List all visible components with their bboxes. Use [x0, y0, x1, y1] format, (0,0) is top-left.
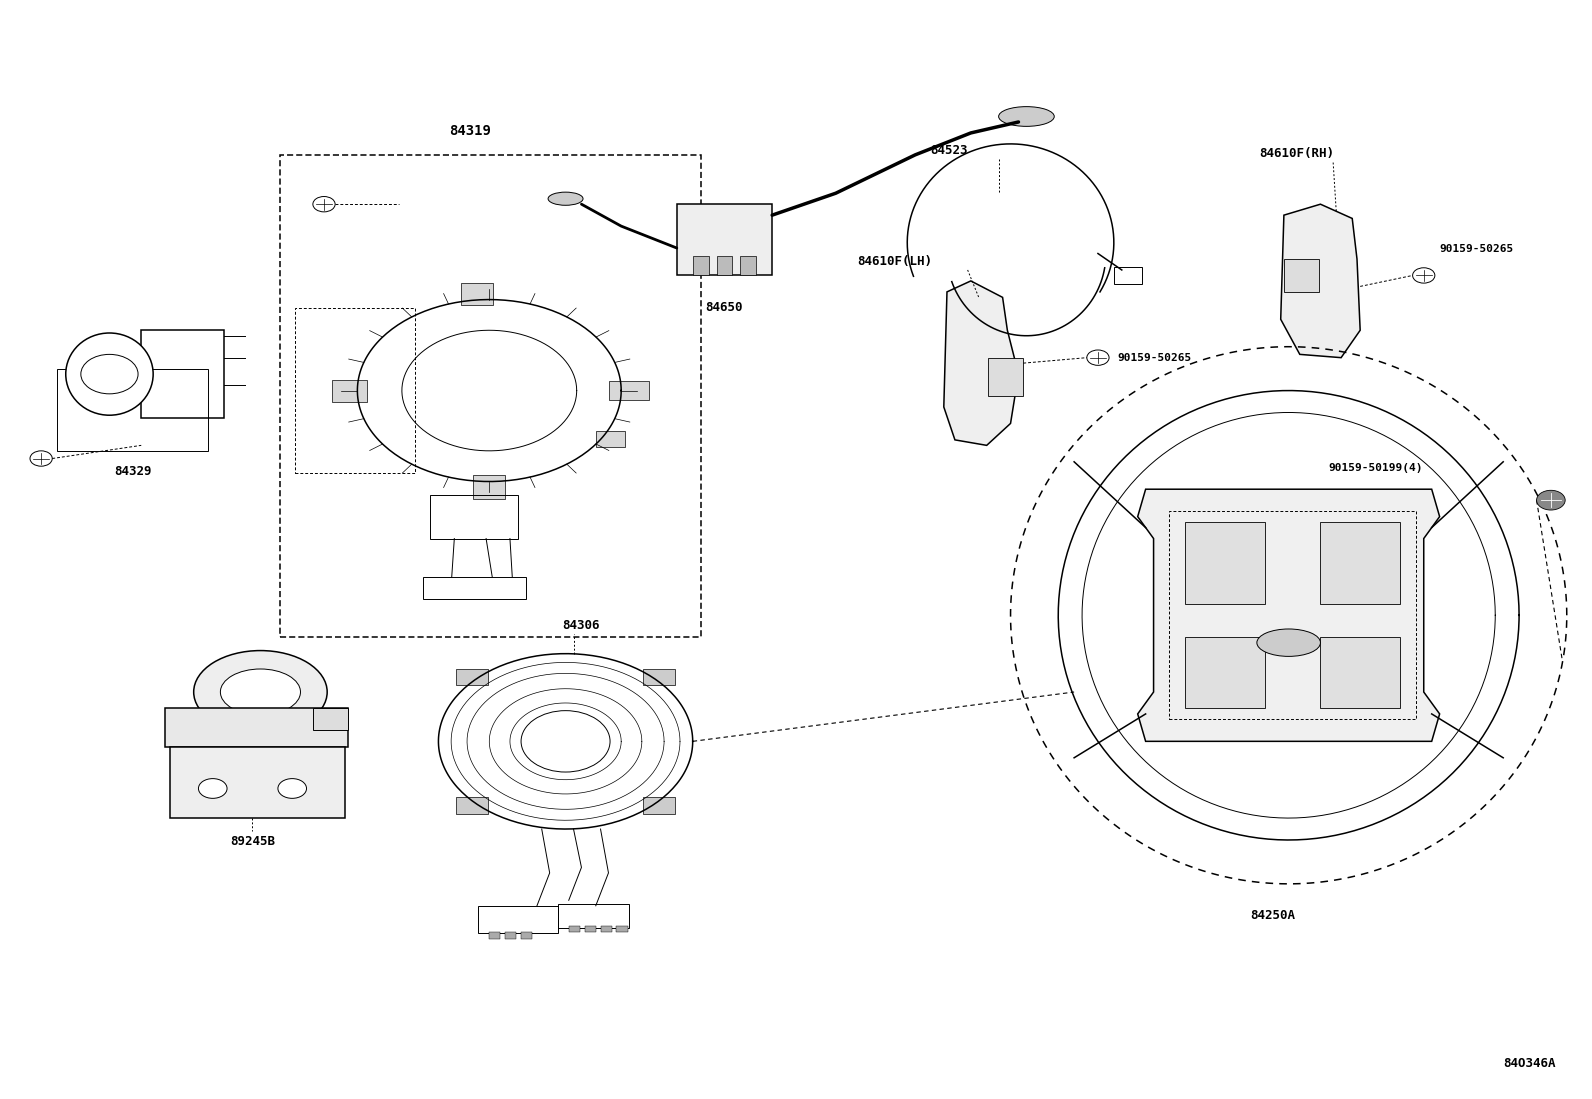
Text: 84610F(LH): 84610F(LH): [856, 255, 931, 268]
Bar: [600, 925, 611, 932]
Bar: [1114, 267, 1143, 285]
Bar: [280, 155, 700, 637]
Ellipse shape: [548, 192, 583, 206]
Bar: [643, 798, 675, 814]
Bar: [693, 256, 708, 276]
Bar: [430, 495, 517, 539]
Circle shape: [521, 711, 610, 771]
Polygon shape: [1138, 489, 1439, 742]
Text: 84650: 84650: [705, 301, 743, 313]
Circle shape: [279, 778, 307, 798]
Bar: [616, 925, 627, 932]
Text: 84329: 84329: [115, 465, 153, 478]
Bar: [478, 906, 557, 933]
Bar: [296, 309, 414, 473]
Bar: [568, 925, 579, 932]
Ellipse shape: [998, 107, 1054, 126]
Circle shape: [81, 354, 139, 393]
Circle shape: [1536, 490, 1565, 510]
Bar: [457, 669, 489, 685]
Bar: [610, 380, 650, 400]
Bar: [142, 331, 224, 418]
Bar: [1320, 522, 1399, 604]
Bar: [595, 431, 624, 447]
Text: 90159-50199(4): 90159-50199(4): [1328, 463, 1423, 473]
Bar: [57, 368, 209, 451]
Text: 90159-50265: 90159-50265: [1118, 353, 1191, 363]
Bar: [489, 932, 500, 939]
Ellipse shape: [220, 669, 301, 715]
Bar: [557, 903, 629, 928]
Bar: [422, 577, 525, 599]
Circle shape: [199, 778, 228, 798]
Bar: [314, 709, 347, 731]
Text: 84306: 84306: [562, 619, 600, 632]
Bar: [170, 747, 344, 818]
Bar: [989, 357, 1024, 396]
Bar: [1186, 637, 1264, 709]
Bar: [505, 932, 516, 939]
Bar: [166, 709, 347, 747]
Bar: [462, 284, 494, 306]
Text: 90159-50265: 90159-50265: [1439, 244, 1514, 254]
Bar: [457, 798, 489, 814]
Bar: [333, 379, 366, 401]
Bar: [521, 932, 532, 939]
Ellipse shape: [1256, 629, 1320, 656]
Ellipse shape: [194, 651, 328, 733]
Text: 84250A: 84250A: [1250, 909, 1296, 922]
Text: 89245B: 89245B: [229, 834, 275, 847]
Ellipse shape: [65, 333, 153, 415]
Bar: [584, 925, 595, 932]
Bar: [1283, 259, 1318, 292]
Bar: [1320, 637, 1399, 709]
Polygon shape: [944, 281, 1019, 445]
Bar: [740, 256, 756, 276]
Text: 84O346A: 84O346A: [1503, 1057, 1555, 1070]
Polygon shape: [1280, 204, 1360, 357]
Bar: [643, 669, 675, 685]
Text: 84319: 84319: [449, 124, 492, 138]
Text: 84523: 84523: [930, 144, 968, 157]
Text: 84610F(RH): 84610F(RH): [1259, 147, 1334, 160]
Bar: [1186, 522, 1264, 604]
Bar: [716, 256, 732, 276]
Bar: [677, 204, 772, 276]
Bar: [1170, 511, 1415, 720]
Bar: [473, 475, 505, 499]
